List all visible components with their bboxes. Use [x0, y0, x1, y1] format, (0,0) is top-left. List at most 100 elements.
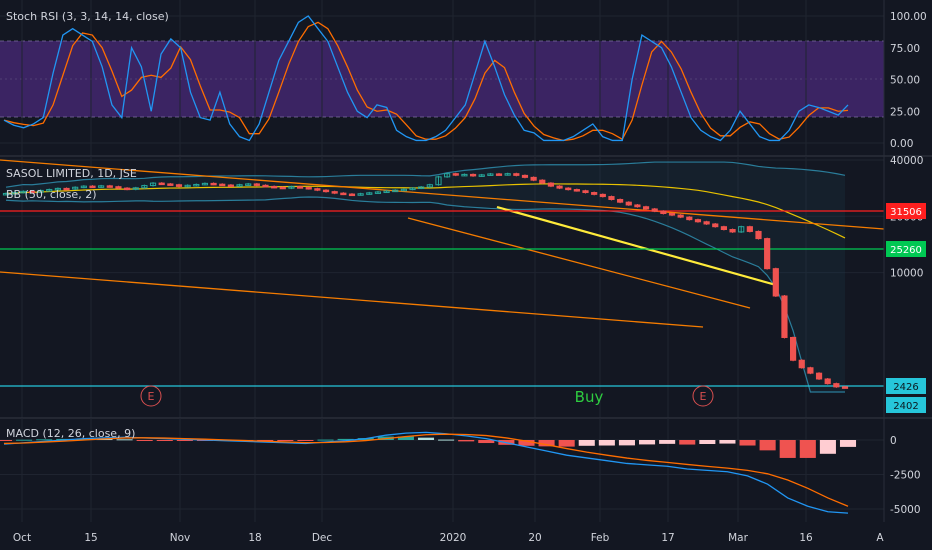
candle — [296, 185, 304, 189]
candle — [625, 201, 632, 206]
candle — [227, 184, 234, 188]
macd-tick-label: -2500 — [890, 470, 921, 482]
candle — [400, 188, 407, 192]
candle — [833, 382, 840, 388]
candle — [80, 185, 87, 189]
candles — [2, 172, 849, 389]
candle — [409, 187, 416, 191]
candle — [556, 185, 563, 190]
candle — [815, 372, 823, 380]
candle — [331, 190, 338, 195]
candle — [288, 185, 295, 190]
x-tick-label: Nov — [170, 532, 191, 544]
candle — [781, 295, 788, 339]
candle — [37, 189, 44, 194]
candle — [210, 182, 217, 186]
candle — [54, 187, 61, 191]
macd-hist-bar — [759, 440, 776, 451]
x-tick-label: 20 — [528, 532, 541, 544]
candle — [63, 187, 70, 191]
candle — [582, 189, 589, 194]
candle — [599, 193, 606, 198]
svg-text:E: E — [700, 390, 707, 403]
macd-signal-line — [3, 433, 849, 507]
macd-hist-bar — [719, 440, 736, 444]
candle — [357, 192, 364, 196]
candle — [686, 216, 693, 221]
candle — [271, 185, 278, 189]
macd-hist-bar — [156, 440, 173, 441]
candle — [495, 172, 503, 176]
candle — [504, 172, 511, 176]
x-tick-label: 15 — [84, 532, 97, 544]
macd-hist-bar — [0, 440, 13, 441]
macd-hist-bar — [518, 440, 535, 446]
macd-hist-bar — [739, 440, 756, 446]
macd-hist-bar — [257, 440, 274, 441]
candle — [175, 183, 183, 188]
macd-hist-bar — [16, 439, 33, 441]
candle — [565, 187, 572, 191]
candle — [72, 186, 79, 190]
candle — [651, 207, 658, 213]
macd-hist-bar — [578, 440, 595, 446]
stoch-rsi-label: Stoch RSI (3, 3, 14, 14, close) — [6, 10, 169, 23]
macd-hist-bar — [76, 438, 93, 440]
candle — [513, 172, 520, 177]
bb-label: BB (50, close, 2) — [6, 188, 97, 201]
candle — [279, 186, 286, 190]
svg-text:25260: 25260 — [890, 245, 922, 256]
price-tick-label: 40000 — [890, 155, 923, 167]
candle — [149, 182, 157, 187]
macd-hist-bar — [839, 440, 857, 447]
candle — [11, 191, 18, 195]
candle — [418, 185, 425, 190]
candle — [547, 182, 555, 188]
price-tick-label: 10000 — [890, 268, 923, 280]
candle — [660, 210, 667, 215]
stoch-rsi-panel: Stoch RSI (3, 3, 14, 14, close) 100.00 75… — [0, 0, 927, 156]
candle — [746, 225, 753, 233]
macd-hist-bar — [819, 440, 836, 454]
candle — [755, 230, 762, 240]
macd-hist-bar — [317, 439, 334, 441]
candle — [634, 203, 641, 208]
macd-hist-bar — [277, 440, 294, 441]
candle — [123, 187, 131, 191]
bollinger-upper-band — [5, 161, 846, 188]
macd-hist-bar — [297, 440, 314, 441]
price-tag-support: 25260 — [886, 241, 926, 257]
candle — [20, 190, 27, 194]
trendline-yellow[interactable] — [496, 205, 777, 287]
macd-hist-bar — [417, 437, 435, 440]
candle — [340, 192, 347, 196]
earnings-marker-1[interactable]: E — [140, 385, 162, 407]
candle — [348, 193, 356, 197]
candle — [738, 225, 745, 233]
candle — [824, 378, 831, 385]
macd-label: MACD (12, 26, close, 9) — [6, 427, 135, 440]
x-tick-label: A — [876, 532, 884, 544]
x-tick-label: Dec — [312, 532, 333, 544]
candle — [790, 336, 797, 362]
macd-tick-label: 0 — [890, 435, 897, 447]
trendline-lower-orange[interactable] — [0, 271, 704, 328]
trendline-channel-orange[interactable] — [407, 217, 751, 309]
candle — [720, 225, 728, 231]
candle — [89, 185, 96, 189]
macd-hist-bar — [558, 440, 575, 447]
earnings-marker-2[interactable]: E — [692, 385, 714, 407]
candle — [764, 237, 771, 270]
x-tick-label: 18 — [248, 532, 261, 544]
candle — [167, 182, 174, 186]
candle — [461, 173, 468, 177]
macd-hist-bar — [779, 440, 796, 458]
candle — [677, 214, 684, 219]
trendline-upper-orange[interactable] — [0, 159, 885, 230]
candle — [46, 188, 53, 192]
stoch-d-line — [3, 21, 849, 142]
price-tag-resistance: 31506 — [886, 203, 926, 219]
svg-text:31506: 31506 — [890, 207, 922, 218]
candle — [2, 192, 10, 196]
